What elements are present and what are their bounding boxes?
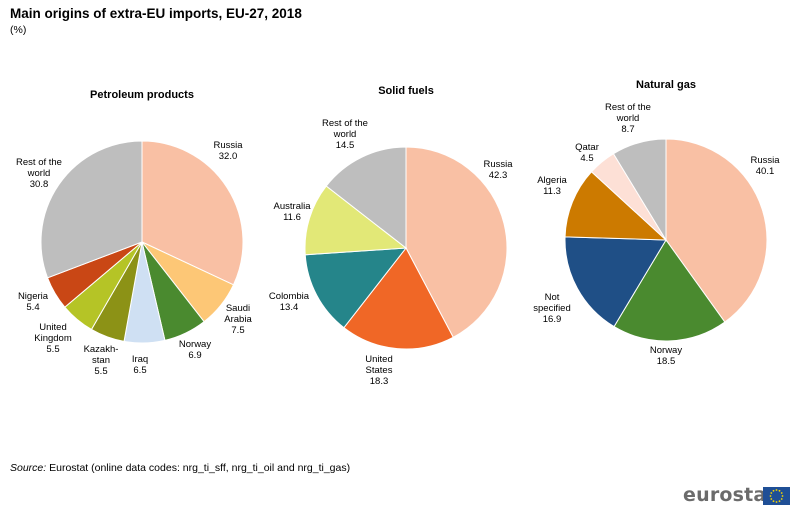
slice-russia — [405, 146, 508, 338]
label-norway: Norway 6.9 — [179, 339, 211, 361]
label-united-kingdom: United Kingdom 5.5 — [34, 322, 72, 355]
slice-australia — [304, 185, 408, 256]
label-rest-of-the-world: Rest of the world 8.7 — [605, 102, 651, 135]
pie-title: Solid fuels — [378, 85, 434, 97]
slice-colombia — [304, 247, 408, 329]
label-russia: Russia 32.0 — [213, 140, 243, 162]
label-russia: Russia 42.3 — [483, 159, 513, 181]
slice-russia — [665, 138, 768, 323]
slice-rest-of-the-world — [612, 138, 667, 242]
eurostat-logo: eurostat — [683, 484, 776, 506]
label-norway: Norway 18.5 — [650, 345, 682, 367]
pie-solid-fuels: Solid fuels Russia 42.3 United States 18.3 Col… — [269, 85, 513, 387]
chart-title: Main origins of extra-EU imports, EU-27,… — [10, 6, 302, 21]
slice-algeria — [564, 171, 668, 241]
label-australia: Australia 11.6 — [274, 201, 312, 223]
label-not-specified: Not specified 16.9 — [533, 292, 571, 325]
label-rest-of-the-world: Rest of the world 14.5 — [322, 118, 368, 151]
slice-norway — [613, 239, 726, 342]
pie-petroleum-products: Petroleum products Russia 32.0 Saudi Arabia 7… — [16, 89, 252, 377]
slice-russia — [141, 140, 244, 286]
label-kazakh-stan: Kazakh-stan 5.5 — [84, 344, 119, 377]
label-qatar: Qatar 4.5 — [575, 142, 599, 164]
pie-title: Petroleum products — [90, 89, 194, 101]
label-colombia: Colombia 13.4 — [269, 291, 310, 313]
label-iraq: Iraq 6.5 — [132, 354, 148, 376]
eu-flag-icon — [763, 487, 790, 505]
pie-title: Natural gas — [636, 79, 696, 91]
source-label: Source: — [10, 462, 47, 474]
source-note: Source: Eurostat (online data codes: nrg… — [10, 462, 350, 474]
slice-not-specified — [564, 236, 667, 328]
label-saudi-arabia: Saudi Arabia 7.5 — [224, 303, 252, 336]
slice-rest-of-the-world — [40, 140, 143, 279]
source-text: Eurostat (online data codes: nrg_ti_sff,… — [49, 462, 351, 474]
label-russia: Russia 40.1 — [750, 155, 780, 177]
label-algeria: Algeria 11.3 — [537, 175, 567, 197]
label-nigeria: Nigeria 5.4 — [18, 291, 49, 313]
pie-natural-gas: Natural gas Russia 40.1 Norway 18.5 Not specif… — [533, 79, 780, 367]
chart-unit: (%) — [10, 24, 27, 36]
slice-rest-of-the-world — [325, 146, 407, 250]
label-united-states: United States 18.3 — [365, 354, 392, 387]
slice-united-states — [343, 247, 454, 350]
label-rest-of-the-world: Rest of the world 30.8 — [16, 157, 62, 190]
